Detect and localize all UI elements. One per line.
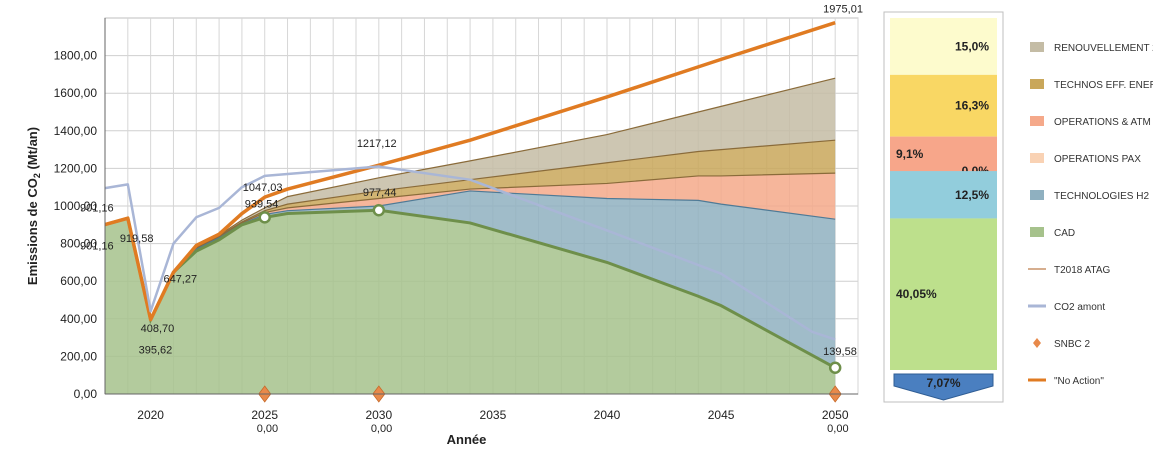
- share-segment-label: 16,3%: [955, 99, 989, 113]
- share-segment: [890, 218, 997, 370]
- y-tick-label: 1800,00: [54, 49, 98, 63]
- data-label: 647,27: [163, 273, 197, 285]
- legend-label: SNBC 2: [1054, 339, 1091, 350]
- data-label: 939,54: [245, 198, 279, 210]
- x-tick-label: 2045: [708, 408, 735, 422]
- data-label: 0,00: [827, 423, 848, 435]
- data-label: 919,58: [120, 233, 154, 245]
- y-tick-label: 600,00: [60, 274, 97, 288]
- share-segment: [890, 74, 997, 137]
- cad-point-marker: [828, 361, 842, 375]
- y-tick-label: 1400,00: [54, 124, 98, 138]
- data-label: 0,00: [257, 423, 278, 435]
- axes: 0,00 200,00 400,00 600,00 800,00 1000,00 1200,…: [54, 18, 858, 422]
- cad-point-marker: [372, 203, 386, 217]
- y-tick-label: 800,00: [60, 237, 97, 251]
- share-arrow: [893, 373, 994, 401]
- legend-swatch: [1030, 153, 1044, 163]
- legend: RENOUVELLEMENT 2018 TECHNOS EFF. ENERGIE O…: [1028, 42, 1153, 387]
- share-segment-label: 9,1%: [896, 147, 924, 161]
- stacked-areas: [104, 77, 836, 394]
- line-co2-amont: [104, 165, 836, 341]
- cad-point-marker: [258, 211, 271, 224]
- area-technologies-h2: [105, 190, 836, 368]
- legend-label: T2018 ATAG: [1054, 265, 1111, 276]
- x-tick-label: 2035: [480, 408, 507, 422]
- legend-label: RENOUVELLEMENT 2018: [1054, 43, 1153, 54]
- x-tick-label: 2040: [594, 408, 621, 422]
- data-label: 408,70: [141, 323, 175, 335]
- data-labels: 901,16 901,16 919,58 408,70 395,62 647,27 1047…: [80, 4, 863, 435]
- area-cad: [105, 210, 836, 394]
- y-tick-label: 1200,00: [54, 161, 98, 175]
- legend-label: TECHNOS EFF. ENERGIE: [1054, 80, 1153, 91]
- data-label: 395,62: [139, 345, 173, 357]
- x-axis-title: Année: [447, 432, 487, 447]
- data-label: 1047,03: [243, 182, 283, 194]
- data-label: 977,44: [363, 187, 397, 199]
- share-segment: [890, 18, 997, 75]
- share-bar: 15,0%16,3%9,1%0,0%12,5%40,05%7,07%: [883, 11, 1004, 403]
- area-technos-eff-energie: [105, 140, 836, 320]
- y-tick-label: 1600,00: [54, 86, 98, 100]
- share-arrow-label: 7,07%: [926, 376, 960, 390]
- share-segment-label: 12,5%: [955, 188, 989, 202]
- legend-label: OPERATIONS PAX: [1054, 154, 1141, 165]
- legend-swatch: [1030, 116, 1044, 126]
- y-tick-label: 0,00: [74, 387, 98, 401]
- legend-swatch: [1030, 190, 1044, 200]
- legend-label: CAD: [1054, 228, 1075, 239]
- share-segment-label: 40,05%: [896, 287, 937, 301]
- legend-label: "No Action": [1054, 376, 1104, 387]
- area-operations-atm: [105, 173, 836, 320]
- data-label: 901,16: [80, 241, 114, 253]
- share-segment-label: 15,0%: [955, 39, 989, 53]
- x-tick-label: 2025: [251, 408, 278, 422]
- legend-swatch: [1030, 79, 1044, 89]
- data-label: 139,58: [823, 346, 857, 358]
- y-tick-label: 400,00: [60, 312, 97, 326]
- x-tick-label: 2050: [822, 408, 849, 422]
- x-tick-label: 2020: [137, 408, 164, 422]
- share-segment: [890, 171, 997, 219]
- legend-label: TECHNOLOGIES H2: [1054, 191, 1149, 202]
- data-label: 901,16: [80, 203, 114, 215]
- y-tick-label: 200,00: [60, 349, 97, 363]
- area-renouvellement-2018: [105, 78, 836, 320]
- line-no-action: [104, 21, 836, 322]
- data-label: 1975,01: [823, 4, 863, 16]
- x-tick-label: 2030: [365, 408, 392, 422]
- legend-label: OPERATIONS & ATM: [1054, 117, 1151, 128]
- legend-swatch: [1033, 338, 1041, 348]
- legend-swatch: [1030, 42, 1044, 52]
- share-segment: [890, 136, 997, 172]
- y-axis-title: Emissions de CO2 (Mt/an): [25, 127, 42, 285]
- data-label: 1217,12: [357, 138, 397, 150]
- series-lines: [104, 21, 836, 341]
- legend-swatch: [1030, 227, 1044, 237]
- y-tick-label: 1000,00: [54, 199, 98, 213]
- legend-label: CO2 amont: [1054, 302, 1105, 313]
- data-label: 0,00: [371, 423, 392, 435]
